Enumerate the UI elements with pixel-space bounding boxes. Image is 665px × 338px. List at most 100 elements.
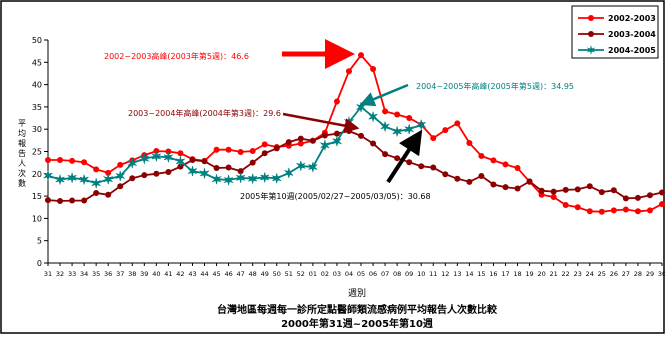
- x-tick-label: 12: [441, 270, 449, 278]
- data-point: [261, 141, 268, 148]
- data-point: [634, 208, 641, 215]
- data-point: [45, 197, 51, 204]
- data-point: [538, 187, 545, 194]
- x-tick-label: 03: [333, 270, 341, 278]
- annotation-arrow: [282, 112, 360, 134]
- legend-marker: [588, 31, 594, 37]
- annotation-arrow: [386, 129, 423, 184]
- data-point: [236, 172, 246, 183]
- y-tick-label: 10: [32, 214, 42, 223]
- x-tick-label: 40: [152, 270, 160, 278]
- data-point: [45, 156, 51, 163]
- data-point: [659, 189, 665, 196]
- data-point: [309, 137, 316, 144]
- x-tick-label: 29: [646, 270, 654, 278]
- x-tick-label: 11: [429, 270, 437, 278]
- data-point: [211, 174, 222, 185]
- legend-marker: [586, 45, 596, 55]
- data-point: [430, 135, 437, 142]
- data-point: [478, 173, 485, 180]
- x-tick-label: 43: [188, 270, 196, 278]
- chart-subtitle: 2000年第31週~2005年第10週: [281, 317, 433, 330]
- data-point: [93, 166, 100, 173]
- x-tick-label: 33: [68, 270, 76, 278]
- data-point: [296, 160, 306, 171]
- data-point: [634, 194, 641, 201]
- data-point: [574, 186, 581, 193]
- data-point: [502, 184, 509, 191]
- data-point: [358, 132, 365, 139]
- data-point: [418, 163, 425, 170]
- x-tick-label: 20: [537, 270, 545, 278]
- data-point: [115, 170, 125, 182]
- data-point: [79, 174, 89, 185]
- data-point: [490, 181, 497, 188]
- series-line: [47, 130, 663, 202]
- x-tick-label: 19: [525, 270, 533, 278]
- annotation-label: 2004~2005年高峰(2005年第5週)：34.95: [416, 81, 574, 91]
- chart-title: 台灣地區每週每一診所定點醫師類流感病例平均報告人次數比較: [217, 303, 498, 316]
- data-point: [574, 204, 581, 211]
- data-point: [297, 135, 304, 142]
- data-point: [201, 158, 208, 165]
- data-point: [466, 178, 473, 185]
- x-tick-label: 08: [393, 270, 401, 278]
- data-point: [117, 161, 124, 168]
- series-2003-2004: [45, 127, 665, 205]
- data-point: [81, 197, 88, 204]
- data-point: [646, 192, 653, 199]
- data-point: [370, 65, 377, 72]
- data-point: [81, 159, 88, 166]
- x-tick-label: 02: [321, 270, 329, 278]
- x-tick-label: 51: [285, 270, 293, 278]
- data-point: [213, 165, 220, 172]
- data-point: [562, 186, 569, 193]
- x-tick-label: 45: [212, 270, 220, 278]
- x-tick-label: 44: [200, 270, 208, 278]
- x-tick-label: 41: [164, 270, 172, 278]
- y-tick-label: 50: [32, 36, 42, 45]
- data-point: [102, 173, 114, 185]
- data-point: [598, 189, 605, 196]
- data-point: [163, 152, 173, 163]
- x-tick-label: 30: [658, 270, 665, 278]
- x-tick-label: 37: [116, 270, 124, 278]
- x-tick-label: 49: [261, 270, 269, 278]
- x-tick-label: 06: [369, 270, 377, 278]
- data-point: [199, 167, 210, 179]
- data-point: [57, 198, 64, 205]
- data-point: [271, 173, 283, 184]
- data-point: [129, 175, 136, 182]
- data-point: [333, 98, 340, 105]
- data-point: [392, 126, 402, 137]
- legend-label: 2003-2004: [608, 30, 656, 39]
- data-point: [248, 173, 258, 184]
- data-point: [454, 175, 461, 182]
- data-point: [646, 207, 653, 214]
- data-point: [105, 191, 112, 198]
- data-point: [260, 172, 270, 183]
- data-point: [430, 164, 437, 171]
- y-tick-label: 5: [37, 237, 42, 246]
- data-point: [622, 206, 629, 213]
- x-tick-label: 21: [550, 270, 558, 278]
- data-point: [319, 139, 331, 151]
- data-point: [406, 159, 413, 166]
- annotation-arrow: [359, 83, 409, 107]
- x-tick-label: 10: [417, 270, 425, 278]
- x-tick-label: 48: [249, 270, 257, 278]
- data-point: [442, 127, 449, 134]
- y-tick-label: 20: [32, 170, 42, 179]
- data-point: [442, 171, 449, 178]
- x-tick-label: 46: [224, 270, 232, 278]
- legend-label: 2004-2005: [608, 46, 656, 55]
- x-tick-label: 52: [297, 270, 305, 278]
- x-tick-label: 50: [273, 270, 281, 278]
- data-point: [333, 130, 340, 137]
- data-point: [586, 208, 593, 215]
- x-tick-label: 35: [92, 270, 100, 278]
- x-tick-label: 16: [489, 270, 497, 278]
- data-point: [177, 163, 184, 170]
- data-point: [370, 140, 377, 147]
